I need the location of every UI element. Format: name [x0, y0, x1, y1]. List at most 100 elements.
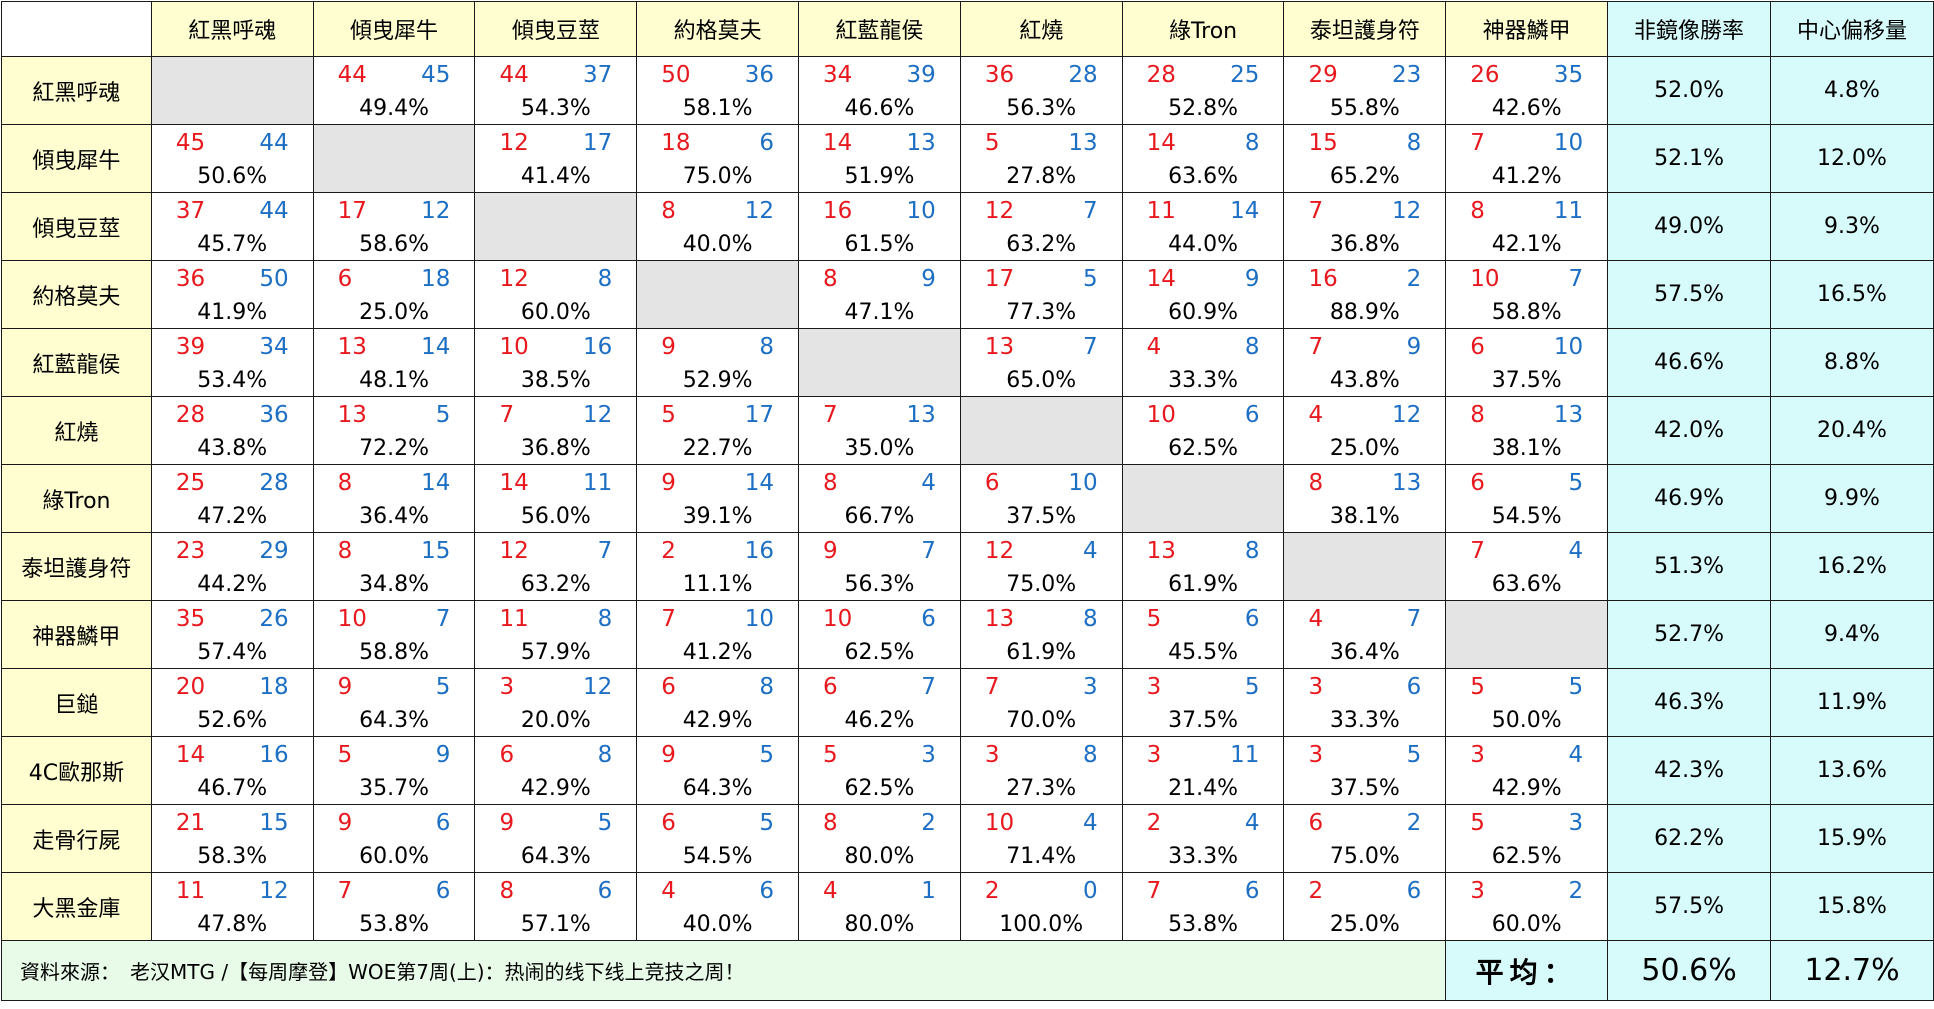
wins-count: 37: [175, 198, 206, 224]
matchup-cell: 25 28 47.2%: [150, 464, 314, 533]
mirror-cell: [150, 56, 314, 125]
wins-count: 25: [175, 470, 206, 496]
matchup-cell: 3 4 42.9%: [1445, 736, 1609, 805]
losses-count: 6: [597, 878, 613, 904]
wins-count: 9: [823, 538, 838, 564]
wins-count: 5: [1470, 674, 1485, 700]
offset-value: 16.2%: [1770, 532, 1934, 601]
wins-count: 3: [1470, 742, 1485, 768]
wins-count: 7: [1470, 130, 1485, 156]
win-percentage: 62.5%: [844, 640, 915, 665]
losses-count: 6: [1406, 878, 1422, 904]
losses-count: 10: [906, 198, 936, 224]
wins-count: 6: [499, 742, 515, 768]
wins-count: 4: [823, 878, 838, 904]
wins-count: 29: [1308, 62, 1338, 88]
losses-count: 4: [1568, 742, 1584, 768]
matchup-cell: 8 13 38.1%: [1445, 396, 1609, 465]
losses-count: 7: [1568, 266, 1584, 292]
matchup-cell: 16 2 88.9%: [1283, 260, 1447, 329]
losses-count: 3: [1082, 674, 1098, 700]
wins-count: 14: [1146, 266, 1176, 292]
win-percentage: 56.0%: [520, 504, 591, 529]
win-percentage: 39.1%: [682, 504, 753, 529]
wins-count: 16: [823, 198, 853, 224]
win-percentage: 41.2%: [1491, 164, 1562, 189]
average-label: 平均：: [1445, 940, 1609, 1001]
matchup-cell: 4 1 80.0%: [798, 872, 961, 941]
matchup-cell: 6 8 42.9%: [636, 668, 800, 737]
win-percentage: 46.6%: [844, 96, 915, 121]
wins-count: 39: [175, 334, 206, 360]
wins-count: 5: [337, 742, 353, 768]
matchup-cell: 3 5 37.5%: [1283, 736, 1447, 805]
losses-count: 4: [1082, 538, 1098, 564]
matchup-cell: 21 15 58.3%: [150, 804, 314, 873]
wins-count: 10: [499, 334, 529, 360]
matchup-cell: 8 15 34.8%: [312, 532, 476, 601]
matchup-cell: 13 5 72.2%: [312, 396, 476, 465]
win-percentage: 36.4%: [1329, 640, 1400, 665]
matchup-cell: 8 2 80.0%: [798, 804, 961, 873]
matchup-cell: 6 7 46.2%: [798, 668, 961, 737]
losses-count: 13: [906, 130, 936, 156]
table-row: 約格莫夫 36 50 41.9% 6 18 25.0% 12 8 60.0% 8 9 47.1% 17 5 7…: [1, 260, 1934, 329]
matchup-cell: 5 3 62.5%: [1445, 804, 1609, 873]
wins-count: 13: [337, 334, 367, 360]
matchup-cell: 5 17 22.7%: [636, 396, 800, 465]
losses-count: 9: [1244, 266, 1260, 292]
wins-count: 3: [1308, 742, 1324, 768]
win-percentage: 47.8%: [197, 912, 268, 937]
losses-count: 17: [582, 130, 613, 156]
win-percentage: 48.1%: [359, 368, 429, 393]
matchup-cell: 10 6 62.5%: [798, 600, 961, 669]
row-header: 走骨行屍: [1, 804, 152, 873]
wins-count: 7: [984, 674, 1000, 700]
matchup-cell: 11 14 44.0%: [1121, 192, 1285, 261]
column-header: 紅藍龍侯: [798, 1, 961, 57]
matchup-cell: 7 13 35.0%: [798, 396, 961, 465]
wins-count: 9: [337, 674, 353, 700]
wins-count: 2: [984, 878, 1000, 904]
losses-count: 45: [421, 62, 451, 88]
matchup-cell: 8 6 57.1%: [474, 872, 638, 941]
win-percentage: 42.9%: [682, 708, 753, 733]
matchup-cell: 5 9 35.7%: [312, 736, 476, 805]
offset-value: 13.6%: [1770, 736, 1934, 805]
win-percentage: 75.0%: [682, 164, 753, 189]
losses-count: 34: [259, 334, 289, 360]
losses-count: 0: [1082, 878, 1098, 904]
win-percentage: 43.8%: [197, 436, 268, 461]
losses-count: 8: [1244, 130, 1260, 156]
losses-count: 6: [1244, 402, 1260, 428]
wins-count: 4: [1308, 606, 1324, 632]
matchup-cell: 8 14 36.4%: [312, 464, 476, 533]
row-header: 傾曳犀牛: [1, 124, 152, 193]
wins-count: 7: [1146, 878, 1162, 904]
matchup-cell: 10 4 71.4%: [959, 804, 1123, 873]
win-percentage: 57.1%: [520, 912, 591, 937]
winrate-value: 46.9%: [1607, 464, 1771, 533]
win-percentage: 33.3%: [1168, 368, 1238, 393]
win-percentage: 36.8%: [1329, 232, 1400, 257]
wins-count: 17: [984, 266, 1015, 292]
matchup-cell: 29 23 55.8%: [1283, 56, 1447, 125]
matchup-cell: 14 13 51.9%: [798, 124, 961, 193]
win-percentage: 71.4%: [1006, 844, 1077, 869]
losses-count: 6: [435, 878, 451, 904]
row-header: 神器鱗甲: [1, 600, 152, 669]
wins-count: 12: [499, 266, 529, 292]
win-percentage: 27.8%: [1006, 164, 1077, 189]
wins-count: 36: [984, 62, 1015, 88]
wins-count: 36: [175, 266, 206, 292]
matchup-cell: 17 12 58.6%: [312, 192, 476, 261]
losses-count: 7: [921, 538, 936, 564]
matchup-cell: 6 8 42.9%: [474, 736, 638, 805]
winrate-header: 非鏡像勝率: [1607, 1, 1771, 57]
wins-count: 10: [337, 606, 367, 632]
winrate-value: 51.3%: [1607, 532, 1771, 601]
table-row: 走骨行屍 21 15 58.3% 9 6 60.0% 9 5 64.3% 6 5 54.5% 8 2 80.0…: [1, 804, 1934, 873]
wins-count: 50: [661, 62, 691, 88]
matchup-cell: 7 6 53.8%: [1121, 872, 1285, 941]
win-percentage: 51.9%: [844, 164, 915, 189]
